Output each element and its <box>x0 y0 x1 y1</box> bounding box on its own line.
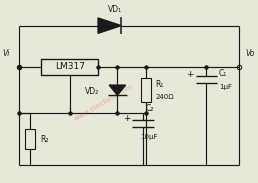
Text: 240Ω: 240Ω <box>156 94 174 100</box>
Bar <box>25 129 35 149</box>
Text: www.elecfans.com: www.elecfans.com <box>73 83 134 122</box>
Text: LM317: LM317 <box>55 62 85 71</box>
Bar <box>41 59 98 75</box>
Text: VD₂: VD₂ <box>85 87 99 96</box>
Text: R₂: R₂ <box>40 135 49 144</box>
Text: 10μF: 10μF <box>141 134 158 140</box>
Text: Vi: Vi <box>3 48 10 58</box>
Text: 1μF: 1μF <box>219 84 232 90</box>
Text: Vo: Vo <box>245 48 254 58</box>
Text: C₁: C₁ <box>219 69 227 78</box>
Text: VD₁: VD₁ <box>108 5 122 14</box>
Polygon shape <box>98 18 121 33</box>
Bar <box>141 78 151 102</box>
Text: C₂: C₂ <box>146 104 154 113</box>
Text: R₁: R₁ <box>156 80 164 89</box>
Text: +: + <box>186 70 194 79</box>
Text: +: + <box>123 114 130 123</box>
Polygon shape <box>109 85 126 95</box>
